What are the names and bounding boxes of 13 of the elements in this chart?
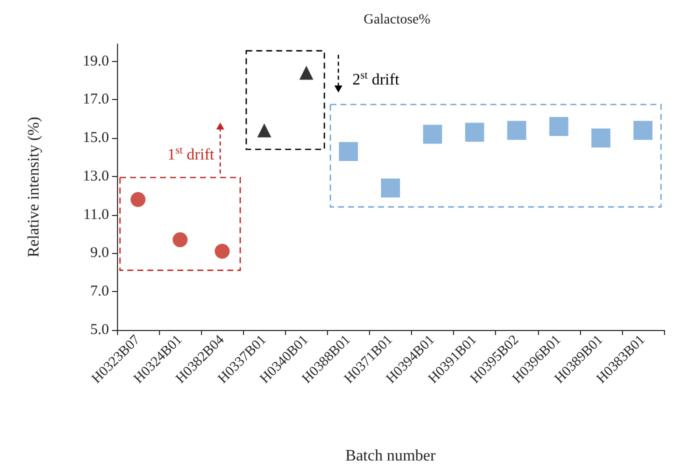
y-tick-label: 5.0	[90, 322, 109, 338]
y-tick-label: 7.0	[90, 284, 109, 300]
y-tick-label: 15.0	[82, 130, 109, 146]
x-axis-title: Batch number	[345, 448, 436, 464]
y-tick-label: 19.0	[82, 53, 109, 70]
y-tick-label: 11.0	[83, 206, 109, 223]
annotation: 1$^{st}$ drift	[167, 144, 215, 164]
annotation: 2$^{st}$ drift	[352, 70, 400, 89]
y-tick-label: 17.0	[82, 92, 109, 108]
y-tick-label: 9.0	[90, 245, 109, 262]
y-tick-label: 13.0	[82, 168, 109, 184]
chart-title: Galactose%	[364, 12, 431, 28]
y-axis-title: Relative intensity (%)	[26, 116, 42, 258]
